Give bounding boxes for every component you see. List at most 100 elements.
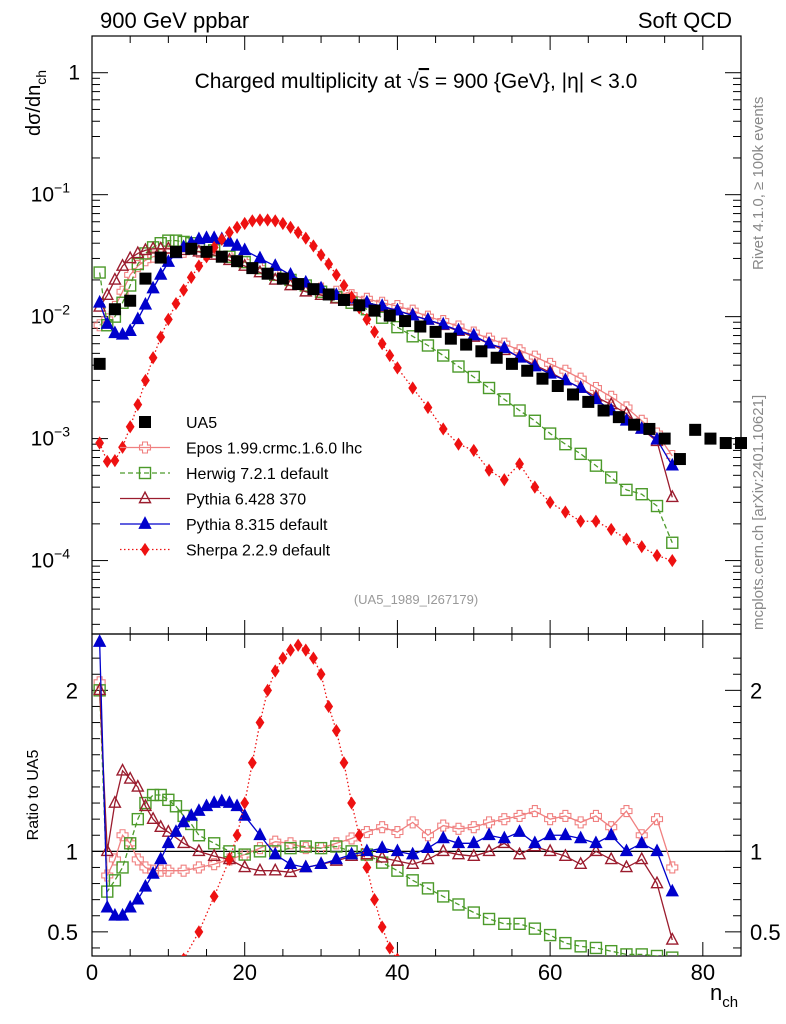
ratio-point bbox=[573, 856, 588, 870]
ratio-point bbox=[238, 859, 252, 873]
ratio-point bbox=[209, 889, 219, 904]
data-point bbox=[337, 293, 350, 306]
data-point bbox=[123, 323, 137, 337]
ratio-point bbox=[176, 835, 191, 849]
data-point bbox=[574, 372, 587, 385]
data-point bbox=[163, 312, 173, 326]
data-point bbox=[454, 437, 463, 451]
ratio-point bbox=[208, 858, 221, 871]
data-point bbox=[146, 240, 160, 254]
data-point bbox=[719, 437, 732, 450]
mcplots-label: mcplots.cern.ch [arXiv:2401.10621] bbox=[750, 395, 767, 630]
ratio-point bbox=[362, 860, 372, 875]
data-point bbox=[452, 360, 465, 373]
data-point bbox=[589, 459, 603, 472]
data-point bbox=[545, 495, 555, 509]
ratio-point bbox=[123, 771, 137, 784]
series-herwig-7-2-1-default bbox=[93, 234, 679, 549]
ratio-point bbox=[309, 651, 318, 665]
data-point bbox=[475, 345, 488, 358]
ratio-point bbox=[497, 830, 511, 844]
data-point bbox=[505, 357, 518, 370]
ratio-point bbox=[391, 825, 404, 839]
data-point bbox=[530, 480, 540, 494]
data-point bbox=[393, 361, 402, 375]
ratio-point bbox=[131, 812, 145, 826]
ratio-series-line bbox=[184, 644, 397, 956]
ratio-point bbox=[650, 949, 664, 956]
ratio-point bbox=[559, 809, 572, 822]
data-point bbox=[673, 453, 686, 466]
data-point bbox=[423, 400, 433, 415]
data-point bbox=[100, 316, 114, 329]
ratio-point bbox=[92, 634, 107, 647]
xtick-label: 0 bbox=[86, 960, 98, 985]
ratio-point bbox=[665, 932, 679, 945]
main-ytick-label: 10−4 bbox=[31, 546, 71, 573]
legend-marker bbox=[139, 416, 151, 428]
data-point bbox=[194, 259, 204, 273]
ratio-point bbox=[268, 846, 282, 860]
ratio-point bbox=[278, 651, 288, 665]
xlabel-sub: ch bbox=[722, 994, 738, 1011]
ratio-point bbox=[345, 832, 358, 845]
data-point bbox=[559, 364, 572, 377]
ratio-point bbox=[589, 809, 602, 822]
series-line bbox=[99, 219, 673, 562]
ratio-point bbox=[498, 813, 511, 826]
ratio-point bbox=[406, 856, 420, 870]
ratio-point bbox=[377, 920, 387, 934]
data-point bbox=[293, 225, 303, 240]
ratio-point bbox=[604, 851, 618, 865]
ratio-point bbox=[421, 840, 435, 853]
data-point bbox=[606, 522, 616, 537]
ratio-point bbox=[115, 907, 130, 921]
ratio-point bbox=[619, 843, 634, 857]
ratio-xlabel: nch bbox=[710, 980, 738, 1011]
data-point bbox=[301, 231, 311, 245]
ratio-ytick-label: 1 bbox=[66, 839, 78, 864]
data-point bbox=[102, 454, 112, 469]
ratio-point bbox=[344, 846, 359, 860]
legend-marker bbox=[138, 490, 152, 504]
data-point bbox=[93, 266, 106, 279]
data-point bbox=[437, 349, 450, 362]
ratio-point bbox=[324, 699, 334, 714]
ratio-point bbox=[395, 952, 400, 956]
data-point bbox=[307, 283, 320, 296]
ratio-point bbox=[543, 843, 557, 857]
ratio-point bbox=[270, 664, 280, 678]
data-point bbox=[622, 532, 631, 546]
ratio-point bbox=[620, 948, 633, 956]
data-point bbox=[108, 303, 121, 316]
data-point bbox=[148, 351, 158, 365]
data-point bbox=[399, 315, 412, 328]
ratio-series-line bbox=[98, 682, 673, 876]
ratio-point bbox=[360, 843, 374, 857]
data-point bbox=[582, 395, 595, 408]
main-ytick-base: 10 bbox=[31, 428, 54, 451]
ratio-point bbox=[108, 874, 122, 887]
data-point bbox=[108, 325, 122, 339]
ratio-point bbox=[528, 805, 541, 818]
ratio-point bbox=[385, 941, 395, 955]
ratio-point bbox=[207, 848, 221, 862]
main-ytick-label: 10−1 bbox=[31, 180, 71, 207]
main-ylabel-base: dσ/dn bbox=[23, 85, 45, 136]
data-point bbox=[635, 488, 648, 501]
data-point bbox=[231, 255, 244, 268]
data-point bbox=[460, 338, 473, 351]
ratio-point bbox=[284, 837, 297, 850]
main-ytick-exp: −3 bbox=[54, 424, 70, 440]
series-pythia-8-315-default bbox=[92, 230, 679, 471]
data-point bbox=[559, 437, 572, 451]
ratio-point bbox=[154, 819, 168, 833]
series-sherpa-2-2-9-default bbox=[95, 213, 677, 568]
data-point bbox=[543, 427, 557, 440]
data-point bbox=[230, 238, 244, 251]
data-point bbox=[131, 257, 145, 271]
ratio-point bbox=[620, 805, 633, 818]
main-ytick-label: 10−3 bbox=[31, 424, 71, 451]
data-point bbox=[576, 514, 586, 528]
data-point bbox=[368, 304, 381, 317]
